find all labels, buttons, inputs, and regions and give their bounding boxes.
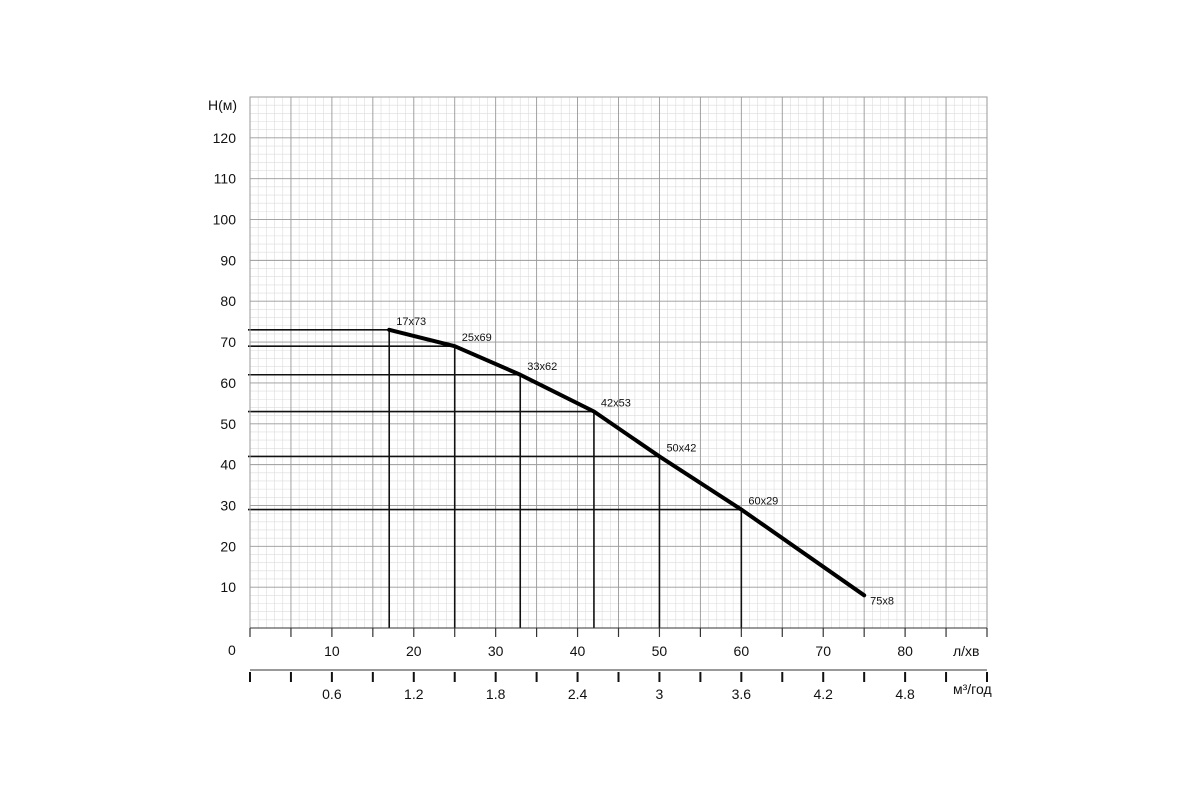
- x2-tick-label: 4.2: [813, 686, 833, 702]
- y-tick-label: 60: [220, 375, 236, 391]
- y-tick-label: 20: [220, 538, 236, 554]
- y-axis-label: H(м): [208, 97, 237, 113]
- x-tick-label: 80: [897, 643, 913, 659]
- y-tick-label: 110: [214, 171, 237, 187]
- data-point-label: 25x69: [462, 332, 492, 344]
- x-axis-label: л/хв: [953, 643, 980, 659]
- axes: [249, 96, 988, 682]
- performance-curve: [387, 327, 867, 598]
- y-tick-label: 90: [220, 252, 236, 268]
- y-tick-label: 10: [220, 579, 236, 595]
- data-point-label: 50x42: [666, 442, 696, 454]
- data-point: [388, 329, 390, 331]
- point-labels: 17x73 25x69 33x62 42x53 50x42 60x29 75x8: [396, 316, 894, 607]
- x2-tick-label: 2.4: [568, 686, 588, 702]
- x2-tick-label: 3: [656, 686, 664, 702]
- origin-label: 0: [228, 642, 236, 658]
- y-tick-label: 30: [220, 497, 236, 513]
- data-point: [863, 594, 865, 596]
- x-tick-label: 70: [815, 643, 831, 659]
- data-point-label: 33x62: [527, 361, 557, 373]
- data-point-label: 60x29: [748, 496, 778, 508]
- data-point: [519, 374, 521, 376]
- x2-axis-label: м³/год: [953, 681, 992, 697]
- x-tick-label: 40: [570, 643, 586, 659]
- y-tick-label: 80: [220, 293, 236, 309]
- x-tick-label: 30: [488, 643, 504, 659]
- x2-tick-label: 1.8: [486, 686, 506, 702]
- data-point-label: 75x8: [870, 595, 894, 607]
- data-point: [593, 411, 595, 413]
- y-tick-label: 50: [220, 416, 236, 432]
- x-tick-label: 20: [406, 643, 422, 659]
- x-tick-label: 10: [324, 643, 340, 659]
- y-tick-label: 40: [220, 457, 236, 473]
- x-tick-label: 60: [734, 643, 750, 659]
- y-tick-label: 70: [220, 334, 236, 350]
- x2-tick-label: 3.6: [732, 686, 752, 702]
- reference-lines: [248, 329, 743, 628]
- major-grid: [250, 97, 987, 628]
- x-tick-label: 50: [652, 643, 668, 659]
- x2-tick-label: 0.6: [322, 686, 342, 702]
- x2-tick-label: 4.8: [895, 686, 915, 702]
- data-point: [740, 509, 742, 511]
- data-point: [454, 345, 456, 347]
- y-tick-label: 120: [213, 130, 237, 146]
- data-point: [658, 455, 660, 457]
- data-point-label: 17x73: [396, 316, 426, 328]
- data-point-label: 42x53: [601, 398, 631, 410]
- x2-tick-label: 1.2: [404, 686, 424, 702]
- y-tick-label: 100: [213, 212, 237, 228]
